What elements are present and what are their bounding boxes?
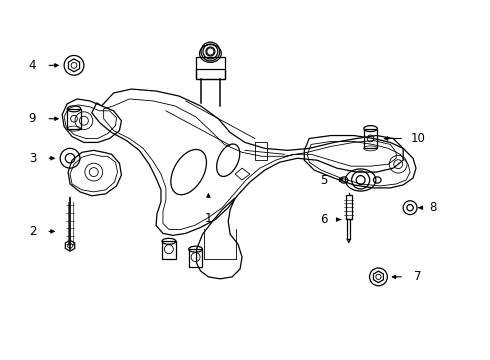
Text: 9: 9 (29, 112, 36, 125)
Text: 3: 3 (29, 152, 36, 165)
Bar (347, 219, 350, 239)
Text: 10: 10 (411, 132, 425, 145)
Text: 4: 4 (29, 59, 36, 72)
Text: 7: 7 (414, 270, 422, 283)
Bar (255, 143, 267, 160)
Text: 8: 8 (429, 201, 437, 214)
Text: 1: 1 (205, 212, 212, 225)
Bar (189, 249, 202, 267)
Bar (346, 195, 352, 219)
Bar (67, 109, 81, 129)
Bar (196, 58, 225, 79)
Text: 2: 2 (29, 225, 36, 238)
Bar (364, 129, 377, 148)
Text: 6: 6 (320, 213, 328, 226)
Bar (162, 241, 176, 259)
Bar (196, 69, 225, 79)
Text: 5: 5 (320, 174, 328, 186)
